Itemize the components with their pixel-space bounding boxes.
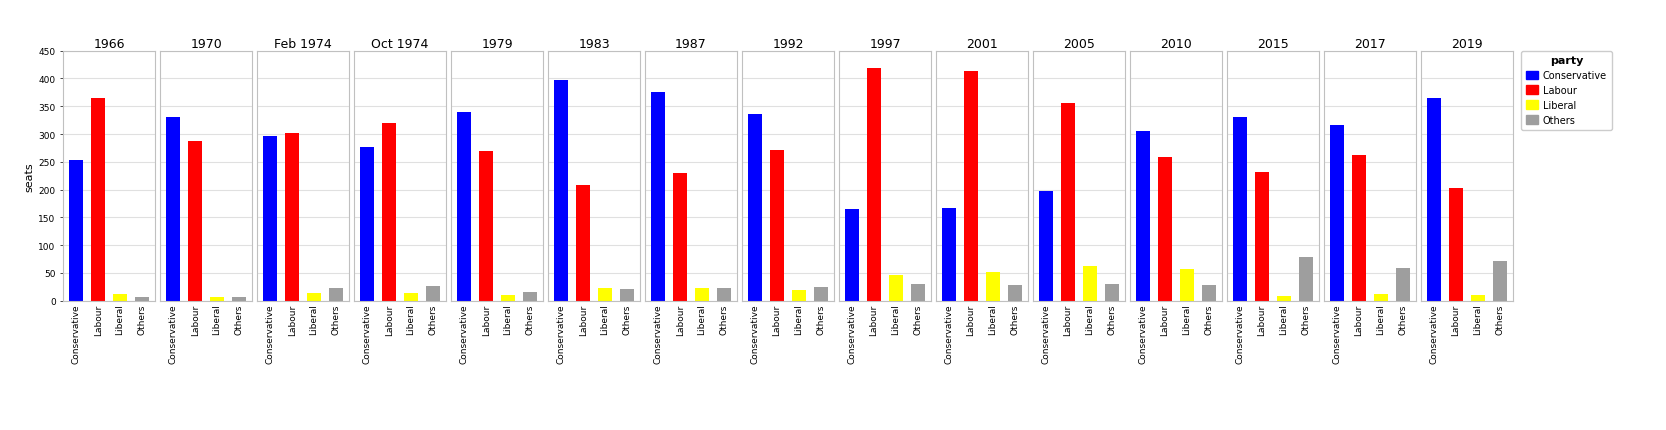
Bar	[1233, 117, 1248, 301]
Bar	[1298, 257, 1313, 301]
Bar	[1061, 104, 1075, 301]
Bar	[716, 288, 731, 301]
Bar	[1374, 295, 1388, 301]
Bar	[263, 136, 278, 301]
Bar	[1428, 99, 1441, 301]
Bar	[965, 72, 978, 301]
Bar	[92, 99, 105, 301]
Bar	[866, 69, 881, 301]
Bar	[1276, 297, 1291, 301]
Bar	[135, 298, 148, 301]
Bar	[167, 118, 180, 301]
Bar	[1158, 158, 1173, 301]
Bar	[523, 292, 536, 301]
Bar	[813, 288, 828, 301]
Bar	[791, 290, 806, 301]
Bar	[695, 289, 710, 301]
Title: 1997: 1997	[870, 37, 901, 50]
Bar	[1105, 284, 1120, 301]
Title: Oct 1974: Oct 1974	[372, 37, 428, 50]
Bar	[1449, 189, 1463, 301]
Bar	[673, 174, 686, 301]
Bar	[70, 161, 83, 301]
Title: 2005: 2005	[1063, 37, 1095, 50]
Bar	[943, 209, 956, 301]
Bar	[1083, 267, 1096, 301]
Bar	[113, 295, 127, 301]
Title: 1983: 1983	[578, 37, 610, 50]
Bar	[307, 293, 322, 301]
Bar	[188, 142, 202, 301]
Bar	[1353, 156, 1366, 301]
Bar	[501, 295, 515, 301]
Bar	[1136, 132, 1151, 301]
Bar	[598, 288, 611, 301]
Bar	[620, 289, 633, 301]
Bar	[285, 134, 300, 301]
Title: 1992: 1992	[773, 37, 803, 50]
Title: 2010: 2010	[1160, 37, 1191, 50]
Bar	[1180, 270, 1195, 301]
Title: 2019: 2019	[1451, 37, 1483, 50]
Bar	[232, 297, 247, 301]
Bar	[555, 81, 568, 301]
Bar	[360, 147, 375, 301]
Bar	[1396, 268, 1409, 301]
Bar	[210, 298, 223, 301]
Bar	[1329, 125, 1344, 301]
Bar	[1471, 295, 1484, 301]
Y-axis label: seats: seats	[25, 162, 35, 191]
Bar	[1493, 261, 1506, 301]
Bar	[480, 152, 493, 301]
Bar	[1201, 285, 1216, 301]
Bar	[770, 151, 785, 301]
Bar	[425, 286, 440, 301]
Title: 1966: 1966	[93, 37, 125, 50]
Title: 2017: 2017	[1354, 37, 1386, 50]
Bar	[1040, 191, 1053, 301]
Title: Feb 1974: Feb 1974	[275, 37, 332, 50]
Bar	[328, 288, 343, 301]
Bar	[1254, 172, 1269, 301]
Bar	[651, 92, 665, 301]
Bar	[911, 284, 925, 301]
Bar	[456, 113, 471, 301]
Bar	[1008, 285, 1021, 301]
Bar	[576, 185, 590, 301]
Title: 2001: 2001	[966, 37, 998, 50]
Bar	[890, 276, 903, 301]
Title: 1979: 1979	[481, 37, 513, 50]
Bar	[382, 124, 397, 301]
Bar	[986, 272, 1000, 301]
Bar	[845, 209, 860, 301]
Title: 1970: 1970	[190, 37, 222, 50]
Title: 2015: 2015	[1258, 37, 1289, 50]
Bar	[403, 294, 418, 301]
Title: 1987: 1987	[675, 37, 706, 50]
Bar	[748, 115, 763, 301]
Legend: Conservative, Labour, Liberal, Others: Conservative, Labour, Liberal, Others	[1521, 52, 1611, 130]
